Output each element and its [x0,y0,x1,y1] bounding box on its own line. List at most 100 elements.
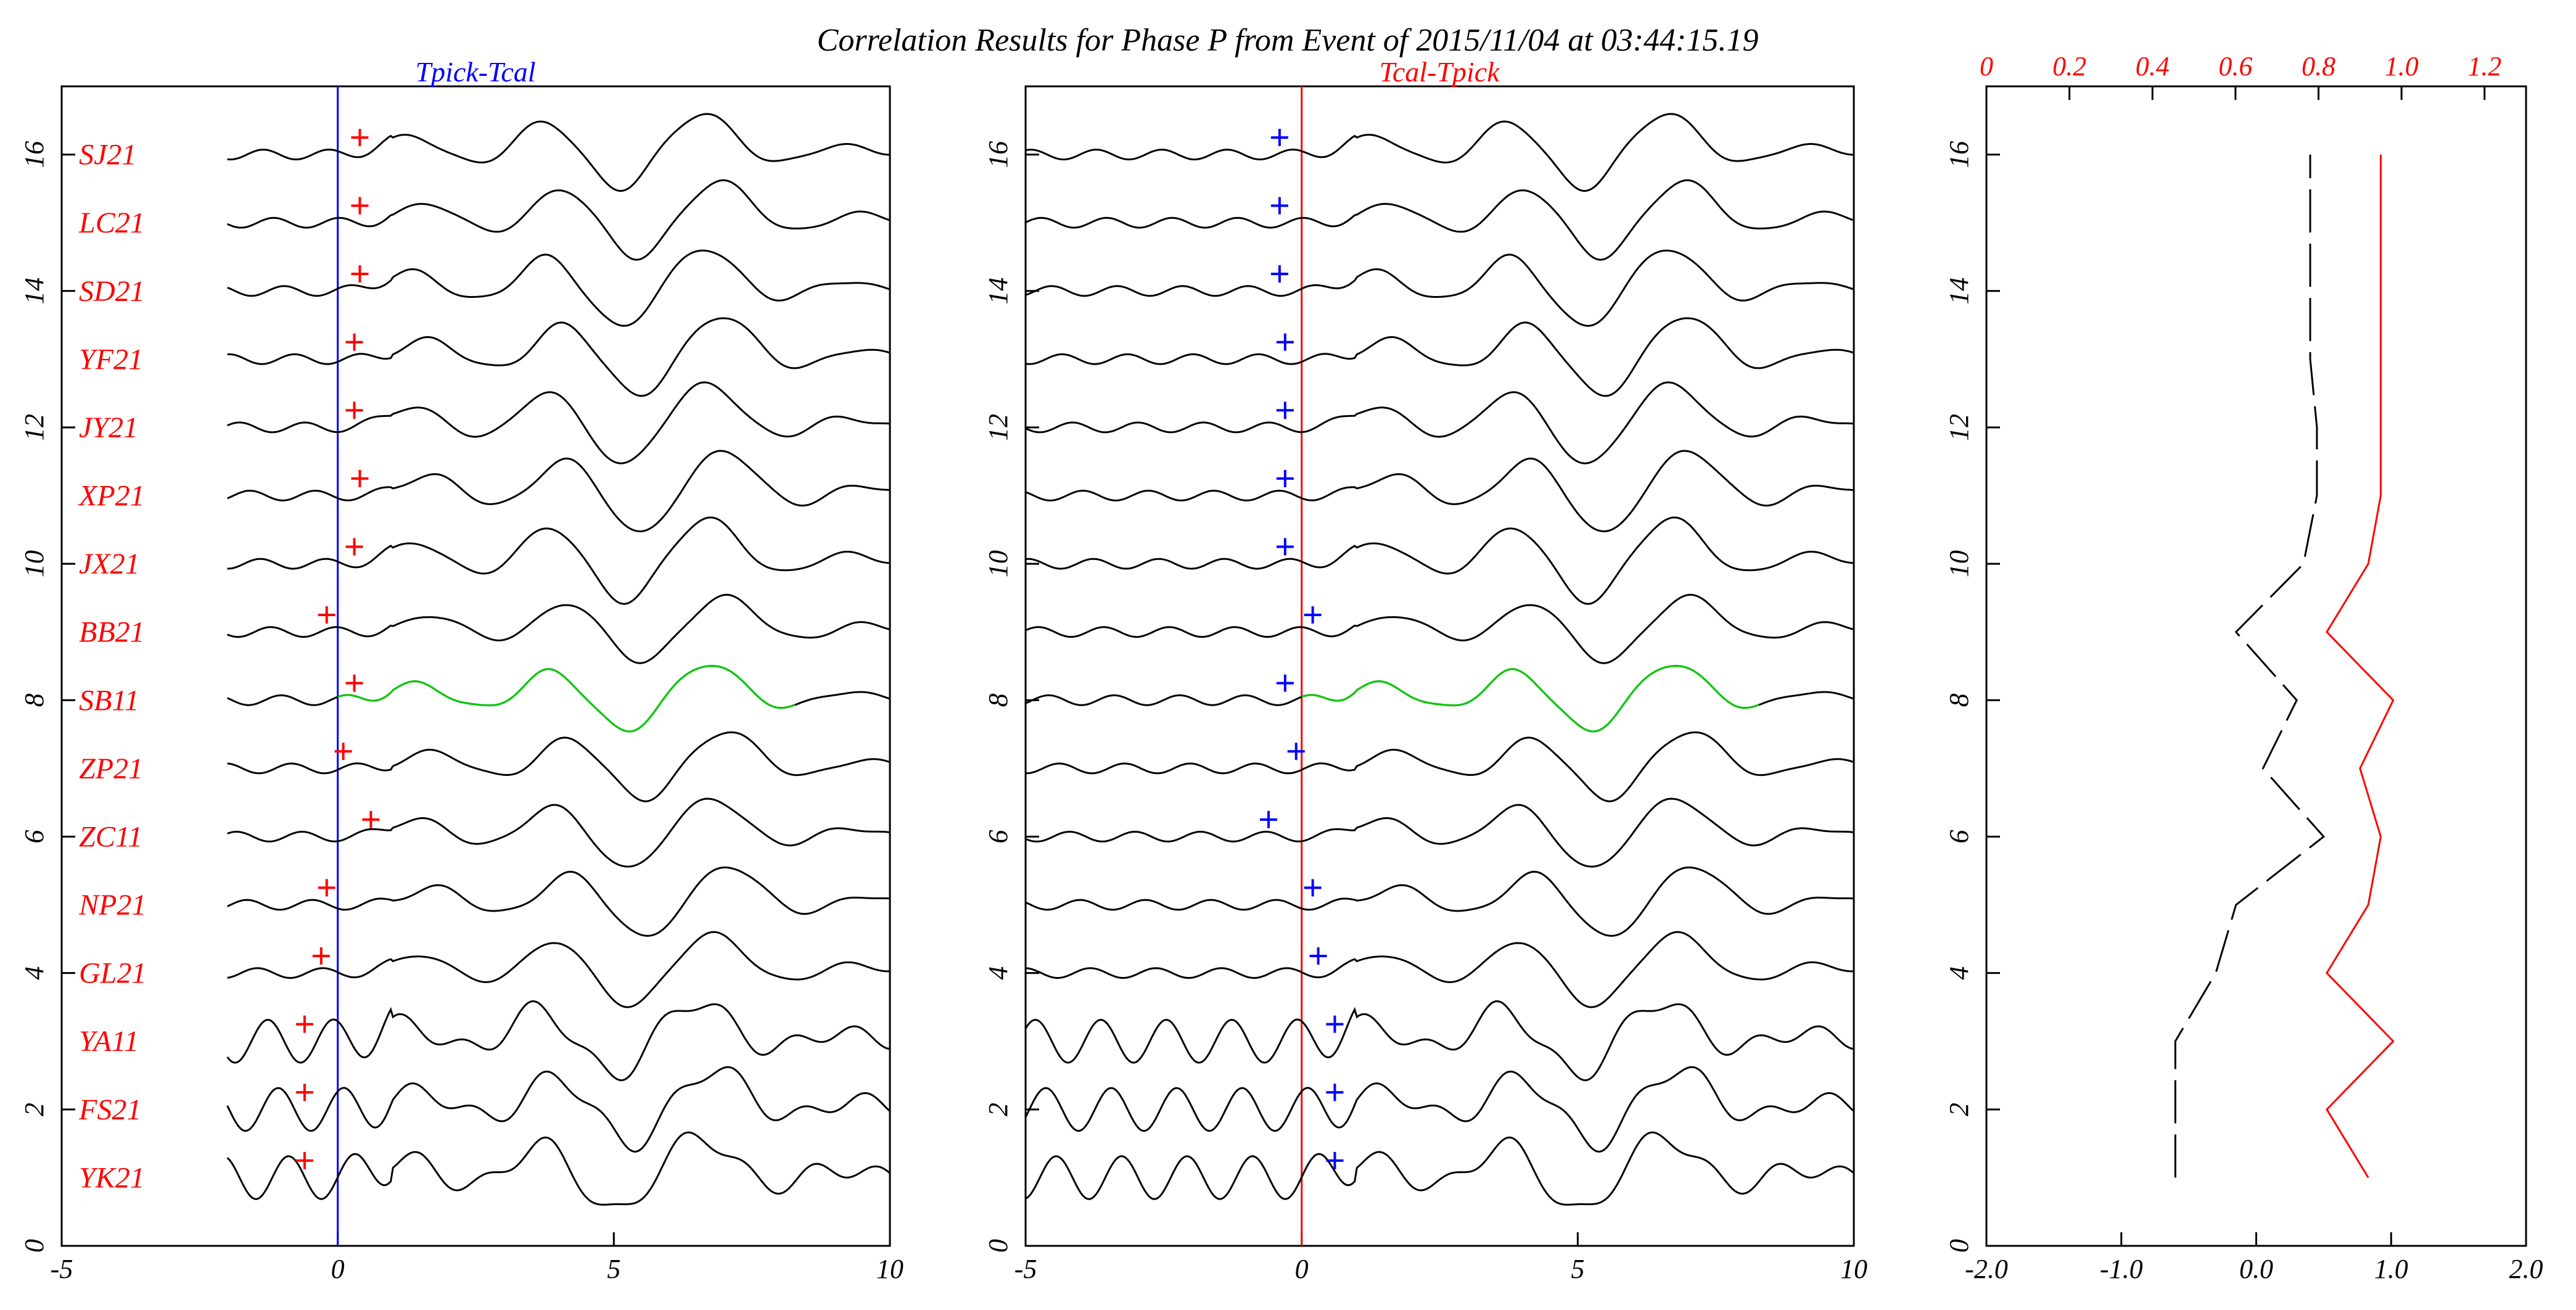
trace-bb21 [227,593,891,664]
y-tick-label: 8 [1944,693,1974,707]
pick-marker [1276,402,1294,419]
top-tick-label: 0.8 [2302,51,2335,81]
y-tick-label: 2 [983,1103,1013,1116]
station-label-jx21: JX21 [79,548,140,580]
y-tick-label: 16 [19,141,49,168]
pick-marker [1276,469,1294,487]
x-tick-label: -1.0 [2100,1254,2143,1284]
y-tick-label: 0 [983,1239,1013,1253]
pick-marker [318,879,335,897]
top-tick-label: 0.4 [2136,51,2170,81]
x-tick-label: 5 [1571,1254,1584,1284]
trace-fs21 [226,1066,891,1153]
time-offset-dashed-line [2174,154,2326,1178]
y-tick-label: 6 [983,830,1013,843]
pick-marker [1287,743,1305,760]
highlight-trace [337,665,796,733]
y-tick-label: 12 [19,414,49,441]
trace-lc21 [1025,179,1854,261]
trace-zc11 [227,797,891,868]
station-label-xp21: XP21 [78,480,145,513]
y-tick-label: 16 [983,141,1013,168]
y-tick-label: 14 [1944,278,1974,305]
trace-yk21 [1025,1131,1854,1206]
station-label-fs21: FS21 [78,1094,141,1126]
pick-marker [1276,674,1294,692]
pick-marker [1309,947,1327,965]
figure-title: Correlation Results for Phase P from Eve… [817,23,1759,58]
y-tick-label: 6 [19,830,49,843]
pick-marker [345,674,363,692]
x-tick-label: 5 [607,1254,620,1284]
x-tick-label: 1.0 [2374,1254,2408,1284]
station-label-gl21: GL21 [79,957,146,990]
trace-sd21 [1025,249,1854,327]
trace-yf21 [1025,317,1854,397]
pick-marker [312,947,330,965]
station-label-sb11: SB11 [79,684,139,717]
pick-marker [295,1084,313,1102]
station-label-zc11: ZC11 [79,820,142,853]
pick-marker [1270,197,1288,215]
x-tick-label: -2.0 [1965,1254,2008,1284]
pick-marker [345,333,363,351]
y-tick-label: 10 [983,550,1013,577]
y-tick-label: 4 [19,966,49,980]
trace-fs21 [1024,1066,1854,1153]
trace-xp21 [227,450,891,533]
y-tick-label: 16 [1944,141,1974,168]
pick-marker [351,265,369,283]
trace-gl21 [1025,931,1854,1008]
top-tick-label: 1.2 [2467,51,2501,81]
station-label-jy21: JY21 [79,411,138,444]
pick-marker [362,810,380,828]
pick-marker [1276,333,1294,351]
pick-marker [351,469,369,487]
x-tick-label: 0 [1295,1254,1309,1284]
trace-sb11 [226,665,891,733]
y-tick-label: 2 [19,1103,49,1116]
x-tick-label: -5 [1014,1254,1037,1284]
trace-np21 [1025,867,1854,937]
pick-marker [345,402,363,419]
y-tick-label: 0 [19,1239,49,1253]
trace-sj21 [1025,113,1854,192]
x-tick-label: 0 [331,1254,345,1284]
y-tick-label: 4 [1944,966,1974,980]
y-tick-label: 12 [1944,414,1974,441]
pick-marker [1270,265,1288,283]
x-tick-label: 10 [876,1254,903,1284]
pick-marker [334,743,352,760]
x-tick-label: -5 [51,1254,73,1284]
x-tick-label: 0.0 [2239,1254,2273,1284]
top-tick-label: 0.2 [2052,51,2086,81]
trace-sb11 [1025,665,1854,733]
trace-zp21 [1026,731,1854,802]
panel-2-frame [1024,85,1855,1247]
y-tick-label: 8 [983,693,1013,707]
pick-marker [1270,128,1288,146]
pick-marker [1304,606,1322,624]
trace-yk21 [226,1131,891,1206]
pick-marker [1326,1084,1344,1102]
panel-correlation: -2.0 -1.0 0.0 1.0 2.0 0 0.2 0.4 0.6 0.8 1.0 1.2 0 2 4 6… [1944,51,2543,1284]
pick-marker [1259,810,1277,828]
pick-marker [351,128,369,146]
station-label-zp21: ZP21 [79,752,143,785]
station-label-yf21: YF21 [79,343,143,376]
trace-zp21 [227,731,891,802]
trace-yf21 [227,317,891,397]
station-label-sd21: SD21 [79,275,145,308]
station-label-np21: NP21 [78,889,146,921]
trace-jx21 [227,516,891,605]
station-label-bb21: BB21 [79,616,145,649]
y-tick-label: 8 [19,693,49,707]
trace-ya11 [1024,1000,1854,1082]
trace-sj21 [227,113,891,192]
trace-sd21 [227,249,891,327]
y-tick-label: 12 [983,414,1013,441]
y-tick-label: 2 [1944,1103,1974,1116]
panel-3-frame [1985,85,2527,1247]
